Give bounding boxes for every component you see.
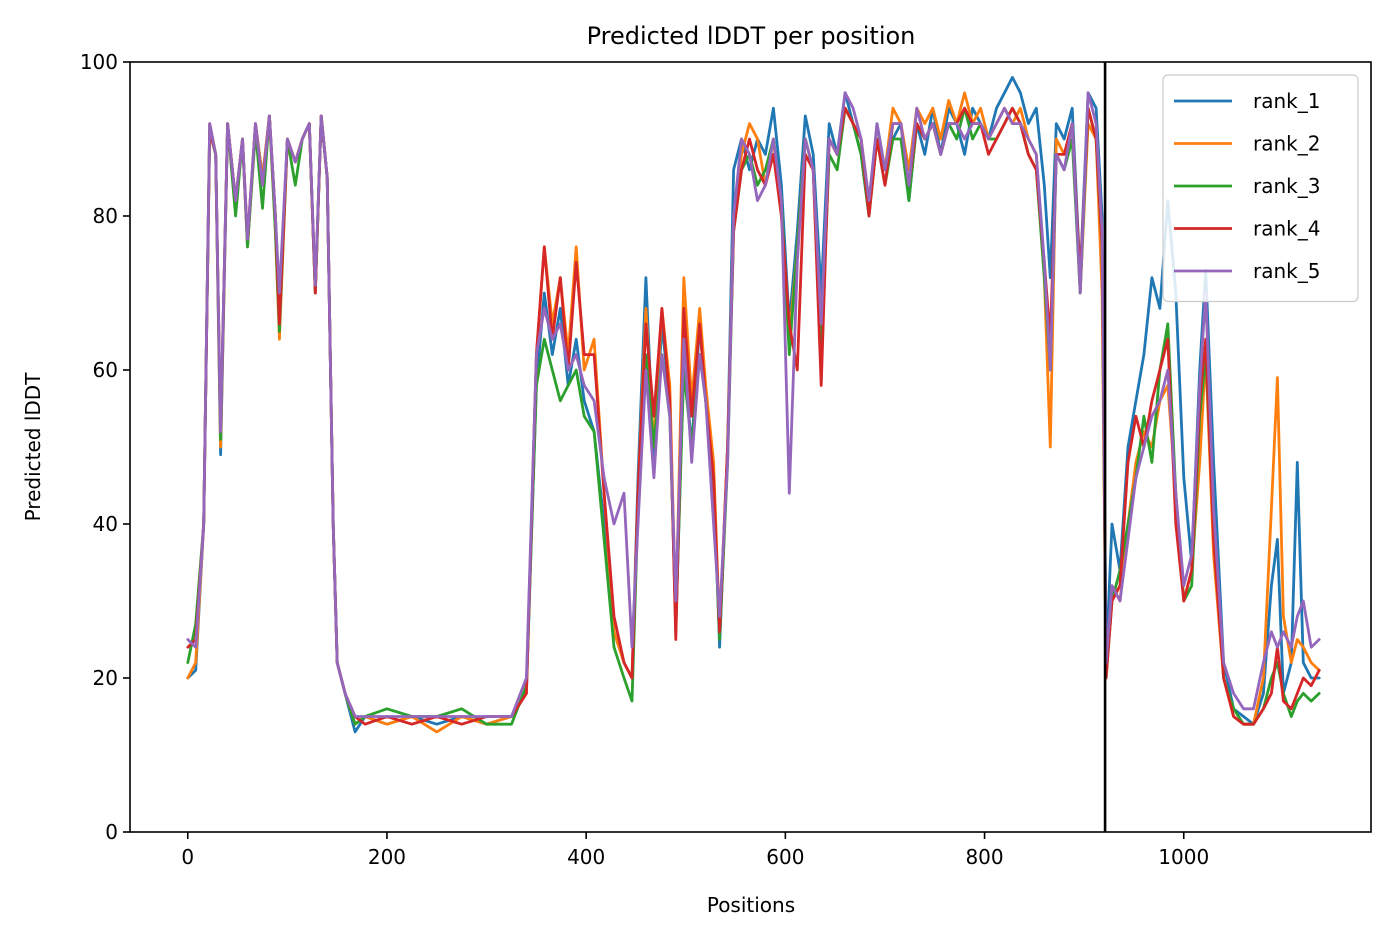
legend-box (1162, 74, 1359, 303)
y-tick-label: 0 (105, 820, 118, 844)
legend-label-rank_1: rank_1 (1253, 89, 1320, 113)
x-axis-title: Positions (707, 893, 795, 917)
series-line-rank_5 (186, 91, 1321, 718)
y-axis: 0 20 40 60 80 100 (80, 50, 130, 844)
x-axis: 0 200 400 600 800 1000 (181, 832, 1209, 869)
legend-label-rank_3: rank_3 (1253, 174, 1320, 198)
x-tick-label: 1000 (1158, 845, 1209, 869)
legend-label-rank_5: rank_5 (1253, 259, 1320, 283)
legend-label-rank_4: rank_4 (1253, 217, 1320, 241)
y-tick-label: 60 (93, 358, 118, 382)
y-axis-title: Predicted lDDT (21, 372, 45, 522)
y-tick-label: 80 (93, 204, 118, 228)
x-tick-label: 0 (181, 845, 194, 869)
legend-label-rank_2: rank_2 (1253, 132, 1320, 156)
legend: rank_1 rank_2 rank_3 rank_4 rank_5 (1162, 74, 1359, 303)
x-tick-label: 400 (567, 845, 605, 869)
x-tick-label: 200 (368, 845, 406, 869)
x-tick-label: 800 (965, 845, 1003, 869)
x-tick-label: 600 (766, 845, 804, 869)
chart-title: Predicted lDDT per position (587, 22, 916, 50)
y-tick-label: 100 (80, 50, 118, 74)
series-line-rank_4 (186, 106, 1321, 726)
y-tick-label: 20 (93, 666, 118, 690)
plot-frame (129, 61, 1372, 833)
plot-area (186, 62, 1321, 832)
y-tick-label: 40 (93, 512, 118, 536)
